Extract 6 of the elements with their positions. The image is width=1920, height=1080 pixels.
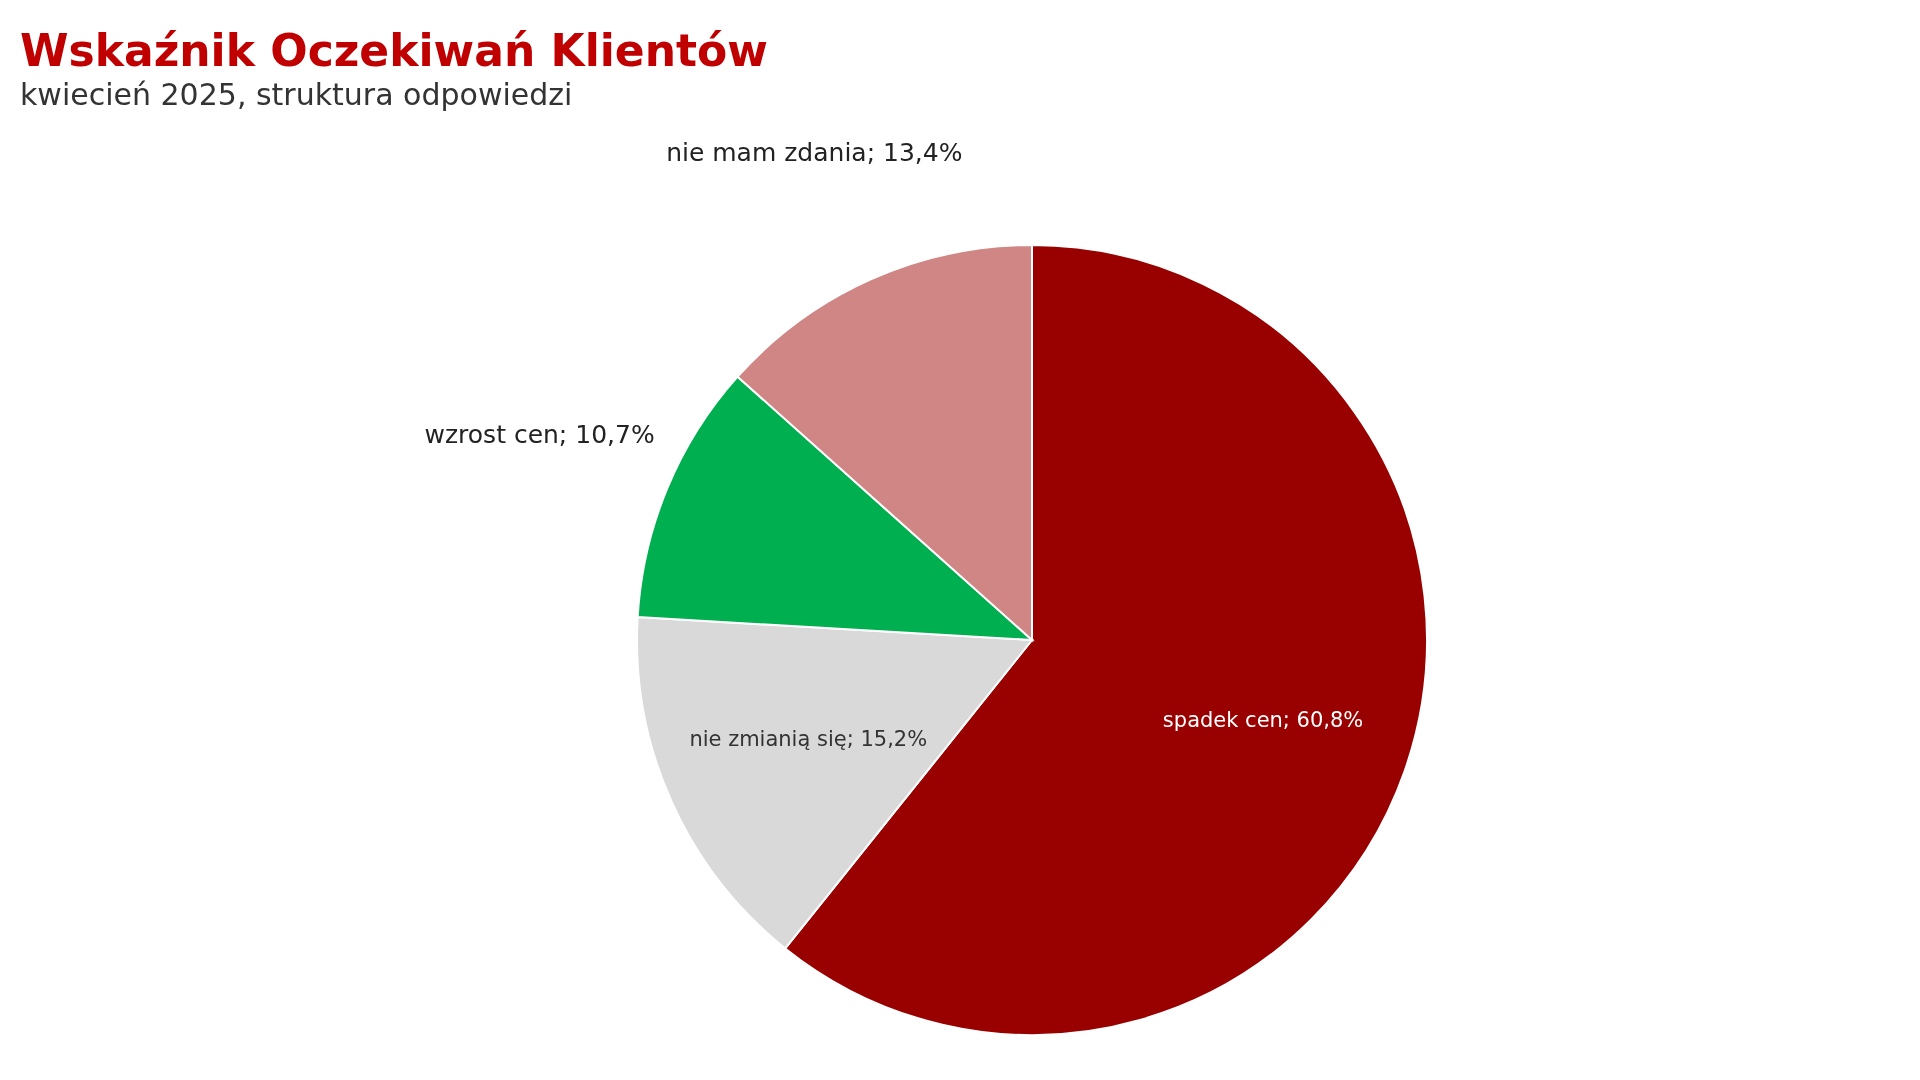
chart-title: Wskaźnik Oczekiwań Klientów (20, 25, 768, 77)
chart-subtitle: kwiecień 2025, struktura odpowiedzi (20, 77, 573, 113)
slice-label: spadek cen; 60,8% (1162, 708, 1364, 733)
slice-label: nie mam zdania; 13,4% (666, 138, 963, 168)
slice-label: nie zmianią się; 15,2% (689, 726, 928, 751)
slice-label: wzrost cen; 10,7% (424, 420, 655, 450)
